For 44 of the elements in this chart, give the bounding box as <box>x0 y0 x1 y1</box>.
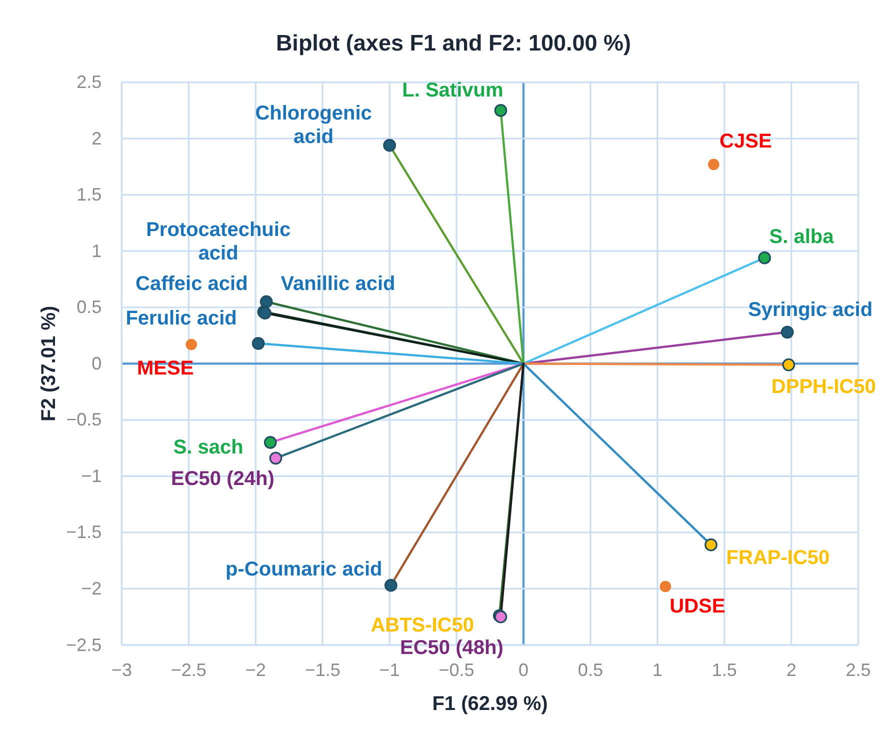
x-tick-label: −2.5 <box>170 660 206 680</box>
annotation: ABTS-IC50 <box>370 614 474 637</box>
y-tick-label: 1.5 <box>76 184 102 205</box>
x-tick-label: 1.5 <box>712 660 737 680</box>
annotation: Vanillic acid <box>280 273 396 296</box>
y-axis-title: F2 (37.01 %) <box>38 306 60 422</box>
x-tick-label: −3 <box>111 660 132 680</box>
annotation: DPPH-IC50 <box>771 376 876 398</box>
y-tick-label: 2.5 <box>76 72 102 92</box>
x-tick-label: 0 <box>518 660 528 680</box>
annotation: L. Sativum <box>402 79 504 102</box>
annotation: S. alba <box>769 226 835 248</box>
x-axis-title: F1 (62.99 %) <box>432 693 548 715</box>
y-tick-label: −2.5 <box>66 634 102 655</box>
annotation: Ferulic acid <box>126 307 237 330</box>
x-tick-label: −0.5 <box>438 660 474 680</box>
x-tick-label: 2 <box>786 660 796 680</box>
x-tick-label: 2.5 <box>846 660 871 680</box>
annotation: Chlorogenic acid <box>255 102 372 148</box>
y-tick-label: 0 <box>92 353 102 374</box>
x-tick-label: 1 <box>652 660 662 680</box>
y-tick-label: −0.5 <box>66 410 102 430</box>
annotation: p-Coumaric acid <box>226 558 382 580</box>
chart-title: Biplot (axes F1 and F2: 100.00 %) <box>276 30 632 56</box>
annotation: Syringic acid <box>748 299 873 322</box>
annotation: EC50 (24h) <box>171 468 274 490</box>
y-tick-label: 2 <box>92 128 102 148</box>
annotation: Protocatechuic acid <box>146 219 291 264</box>
y-tick-label: 0.5 <box>76 297 102 318</box>
x-tick-label: −1 <box>379 660 400 680</box>
x-tick-label: 0.5 <box>578 660 603 680</box>
annotation: EC50 (48h) <box>400 636 504 659</box>
y-tick-label: −1.5 <box>66 522 102 542</box>
x-tick-label: −1.5 <box>304 660 340 680</box>
annotation: UDSE <box>670 595 726 618</box>
annotation: FRAP-IC50 <box>726 546 830 569</box>
y-tick-label: 1 <box>92 240 102 261</box>
annotation: CJSE <box>720 130 772 152</box>
annotation: MESE <box>137 358 194 380</box>
y-tick-label: −2 <box>81 578 102 598</box>
y-tick-label: −1 <box>81 466 102 486</box>
annotation: S. sach <box>173 436 244 458</box>
x-tick-label: −2 <box>245 660 266 680</box>
annotation: Caffeic acid <box>136 272 248 295</box>
